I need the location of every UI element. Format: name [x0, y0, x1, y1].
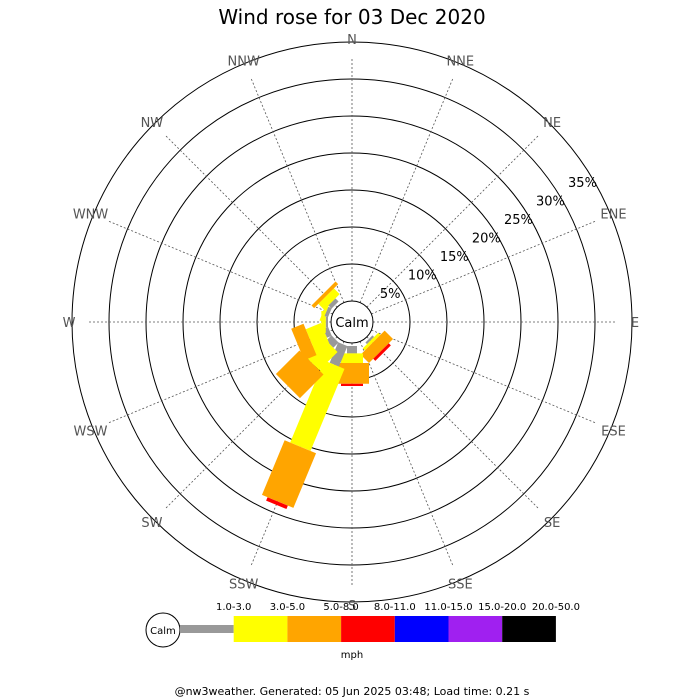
spoke-nw: [164, 134, 338, 308]
petal-ssw-bin-3: [266, 497, 288, 510]
wind-petals: [261, 281, 394, 510]
calm-circle: [330, 300, 374, 344]
legend-swatch-3: [341, 616, 395, 642]
spoke-se: [366, 336, 540, 510]
petal-nw-bin-0: [328, 298, 339, 309]
petal-sw-bin-1: [303, 336, 338, 371]
legend-bin-label-2: 5.0-8.0: [323, 602, 358, 613]
petal-wnw-bin-0: [324, 306, 332, 318]
direction-label-s: S: [348, 599, 356, 614]
spoke-ne: [366, 134, 540, 308]
direction-label-n: N: [347, 33, 357, 48]
direction-label-wsw: WSW: [74, 424, 108, 439]
direction-label-nw: NW: [141, 116, 164, 131]
direction-label-ene: ENE: [600, 208, 626, 223]
petal-w-bin-0: [325, 317, 328, 327]
legend-calm-label: Calm: [150, 626, 176, 637]
petal-se-bin-3: [373, 343, 391, 361]
petal-nw-bin-2: [311, 281, 339, 309]
spoke-ene: [371, 220, 597, 315]
petal-ssw-bin-1: [290, 360, 345, 451]
spoke-nnw: [250, 77, 345, 303]
speed-legend: Calm 1.0-3.0 3.0-5.0 5.0-8.0 8.0-11.0 11.0-1…: [145, 602, 580, 661]
legend-swatch-1: [233, 616, 288, 642]
spoke-wsw: [107, 329, 333, 424]
ring-label-10: 10%: [408, 269, 437, 284]
petal-s-bin-2: [335, 363, 369, 384]
petal-s-bin-1: [341, 353, 363, 364]
direction-label-sw: SW: [141, 516, 162, 531]
legend-bin-label-1: 3.0-5.0: [270, 602, 305, 613]
petal-ssw-bin-2: [261, 440, 317, 508]
legend-swatch-5: [448, 616, 503, 642]
direction-spokes: [87, 57, 617, 587]
spoke-wnw: [107, 220, 333, 315]
direction-label-se: SE: [544, 516, 560, 531]
petal-sw-bin-2: [275, 350, 324, 399]
direction-label-w: W: [63, 316, 76, 331]
spoke-ese: [371, 329, 597, 424]
legend-swatch-2: [287, 616, 342, 642]
direction-label-ssw: SSW: [229, 577, 259, 592]
calm-label: Calm: [335, 316, 368, 331]
petal-nw-bin-1: [318, 288, 340, 310]
spoke-nne: [359, 77, 454, 303]
legend-swatch-6: [502, 616, 556, 642]
ring-label-5: 5%: [380, 287, 401, 302]
legend-bin-label-3: 8.0-11.0: [374, 602, 416, 613]
legend-bin-label-6: 20.0-50.0: [532, 602, 580, 613]
footer-text: @nw3weather. Generated: 05 Jun 2025 03:4…: [175, 685, 530, 698]
petal-se-bin-1: [362, 332, 381, 351]
petal-wsw-bin-2: [291, 323, 317, 361]
legend-bin-label-0: 1.0-3.0: [216, 602, 251, 613]
petal-ssw-bin-0: [329, 342, 348, 367]
ring-label-35: 35%: [568, 176, 597, 191]
petal-se-bin-2: [360, 330, 394, 364]
direction-labels: N NNE NE ENE E ESE SE SSE S SSW SW WSW W WNW NW NNW: [63, 33, 640, 614]
direction-label-wnw: WNW: [73, 208, 109, 223]
chart-title: Wind rose for 03 Dec 2020: [218, 5, 485, 29]
legend-swatch-0: [180, 625, 234, 633]
direction-label-ese: ESE: [601, 424, 626, 439]
ring-35: [71, 41, 633, 603]
ring-label-15: 15%: [440, 250, 469, 265]
legend-bin-label-4: 11.0-15.0: [424, 602, 472, 613]
direction-label-nnw: NNW: [228, 55, 260, 70]
petal-sw-bin-0: [326, 335, 339, 348]
ring-label-30: 30%: [536, 195, 565, 210]
direction-label-sse: SSE: [448, 577, 473, 592]
spoke-sse: [359, 341, 454, 567]
ring-label-20: 20%: [472, 232, 501, 247]
petal-s-bin-3: [341, 383, 363, 386]
direction-label-ne: NE: [543, 116, 561, 131]
direction-label-e: E: [631, 316, 639, 331]
legend-swatch-4: [394, 616, 449, 642]
ring-labels: 5% 10%15%20%25%30%35%: [380, 176, 597, 302]
ring-15: [219, 189, 485, 455]
ring-label-25: 25%: [504, 213, 533, 228]
legend-unit: mph: [341, 650, 363, 661]
petal-s-bin-0: [347, 346, 357, 354]
legend-bin-label-5: 15.0-20.0: [478, 602, 526, 613]
petal-se-bin-0: [365, 335, 375, 345]
direction-label-nne: NNE: [446, 55, 474, 70]
